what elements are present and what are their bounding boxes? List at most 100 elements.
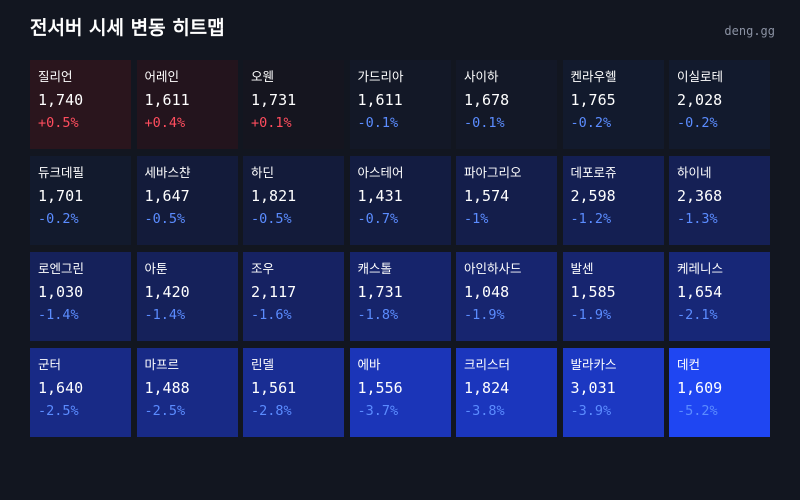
server-price: 1,678 <box>464 91 510 109</box>
server-price: 1,640 <box>38 379 84 397</box>
price-change: -1.9% <box>464 307 505 323</box>
server-cell[interactable]: 가드리아 1,611 -0.1% <box>349 60 451 149</box>
server-price: 1,556 <box>357 379 403 397</box>
server-name: 듀크데필 <box>38 165 85 180</box>
server-price: 1,030 <box>38 283 84 301</box>
server-price: 1,765 <box>570 91 616 109</box>
server-name: 하이네 <box>677 165 712 180</box>
server-price: 1,574 <box>464 187 510 205</box>
price-change: -0.2% <box>570 115 612 131</box>
server-name: 가드리아 <box>357 69 404 84</box>
server-cell[interactable]: 로엔그린 1,030 -1.4% <box>30 252 131 341</box>
server-name: 하딘 <box>251 165 275 180</box>
server-cell[interactable]: 크리스터 1,824 -3.8% <box>456 348 557 437</box>
server-cell[interactable]: 마프르 1,488 -2.5% <box>136 348 238 437</box>
server-price: 1,048 <box>464 283 510 301</box>
server-cell[interactable]: 아인하사드 1,048 -1.9% <box>456 252 557 341</box>
server-price: 2,117 <box>251 283 297 301</box>
server-name: 켄라우헬 <box>570 69 617 84</box>
server-cell[interactable]: 캐스톨 1,731 -1.8% <box>349 252 451 341</box>
price-change: -0.2% <box>38 211 79 227</box>
server-cell[interactable]: 하딘 1,821 -0.5% <box>243 156 344 245</box>
server-name: 질리언 <box>38 69 73 84</box>
server-name: 아스테어 <box>357 165 404 180</box>
server-price: 1,824 <box>464 379 510 397</box>
server-price: 1,731 <box>357 283 403 301</box>
server-name: 파아그리오 <box>464 165 522 180</box>
price-change: -0.1% <box>357 115 399 131</box>
price-change: -0.5% <box>144 211 186 227</box>
server-price: 1,585 <box>570 283 616 301</box>
price-change: -1.4% <box>38 307 79 323</box>
server-name: 데컨 <box>677 357 701 372</box>
server-name: 캐스톨 <box>357 261 393 276</box>
server-cell[interactable]: 발라카스 3,031 -3.9% <box>562 348 664 437</box>
server-price: 1,609 <box>677 379 723 397</box>
server-cell[interactable]: 파아그리오 1,574 -1% <box>456 156 557 245</box>
server-name: 린델 <box>251 357 275 372</box>
server-cell[interactable]: 하이네 2,368 -1.3% <box>669 156 770 245</box>
server-price: 3,031 <box>570 379 616 397</box>
server-name: 발라카스 <box>570 357 617 372</box>
server-price: 2,598 <box>570 187 616 205</box>
server-name: 이실로테 <box>677 69 724 84</box>
server-name: 발센 <box>570 261 594 276</box>
server-cell[interactable]: 듀크데필 1,701 -0.2% <box>30 156 131 245</box>
server-price: 1,561 <box>251 379 297 397</box>
server-cell[interactable]: 데컨 1,609 -5.2% <box>669 348 770 437</box>
server-price: 1,611 <box>144 91 190 109</box>
server-price: 1,654 <box>677 283 723 301</box>
server-price: 1,611 <box>357 91 403 109</box>
price-change: -0.7% <box>357 211 399 227</box>
price-change: -3.9% <box>570 403 612 419</box>
price-change: -3.8% <box>464 403 505 419</box>
source-label: deng.gg <box>724 24 775 38</box>
price-change: -0.2% <box>677 115 718 131</box>
price-change: +0.4% <box>144 115 186 131</box>
server-name: 로엔그린 <box>38 261 85 276</box>
server-price: 1,701 <box>38 187 84 205</box>
server-cell[interactable]: 켄라우헬 1,765 -0.2% <box>562 60 664 149</box>
price-change: -2.5% <box>38 403 79 419</box>
price-change: -5.2% <box>677 403 718 419</box>
server-cell[interactable]: 에바 1,556 -3.7% <box>349 348 451 437</box>
server-cell[interactable]: 오웬 1,731 +0.1% <box>243 60 344 149</box>
price-change: -0.1% <box>464 115 505 131</box>
server-cell[interactable]: 린델 1,561 -2.8% <box>243 348 344 437</box>
server-name: 데포로쥬 <box>570 165 617 180</box>
server-cell[interactable]: 조우 2,117 -1.6% <box>243 252 344 341</box>
server-name: 마프르 <box>144 357 180 372</box>
server-cell[interactable]: 사이하 1,678 -0.1% <box>456 60 557 149</box>
price-change: -1% <box>464 211 489 227</box>
server-name: 아툰 <box>144 261 168 276</box>
server-price: 2,368 <box>677 187 723 205</box>
price-change: +0.5% <box>38 115 79 131</box>
server-name: 크리스터 <box>464 357 511 372</box>
server-cell[interactable]: 발센 1,585 -1.9% <box>562 252 664 341</box>
server-cell[interactable]: 케레니스 1,654 -2.1% <box>669 252 770 341</box>
server-price: 2,028 <box>677 91 723 109</box>
server-cell[interactable]: 데포로쥬 2,598 -1.2% <box>562 156 664 245</box>
server-name: 조우 <box>251 261 275 276</box>
price-change: -1.6% <box>251 307 292 323</box>
server-cell[interactable]: 아툰 1,420 -1.4% <box>136 252 238 341</box>
server-price: 1,647 <box>144 187 190 205</box>
heatmap-grid: 질리언 1,740 +0.5% 어레인 1,611 +0.4% 오웬 1,731 +0.1% 가드… <box>30 60 770 440</box>
server-cell[interactable]: 세바스챤 1,647 -0.5% <box>136 156 238 245</box>
price-change: -1.3% <box>677 211 718 227</box>
price-change: -2.1% <box>677 307 718 323</box>
server-name: 에바 <box>357 357 381 372</box>
server-price: 1,821 <box>251 187 297 205</box>
server-cell[interactable]: 어레인 1,611 +0.4% <box>136 60 238 149</box>
server-cell[interactable]: 질리언 1,740 +0.5% <box>30 60 131 149</box>
server-name: 오웬 <box>251 69 275 84</box>
server-name: 사이하 <box>464 69 499 84</box>
price-change: -1.2% <box>570 211 612 227</box>
server-cell[interactable]: 군터 1,640 -2.5% <box>30 348 131 437</box>
price-change: -1.9% <box>570 307 612 323</box>
server-cell[interactable]: 아스테어 1,431 -0.7% <box>349 156 451 245</box>
server-price: 1,488 <box>144 379 190 397</box>
server-cell[interactable]: 이실로테 2,028 -0.2% <box>669 60 770 149</box>
server-price: 1,731 <box>251 91 297 109</box>
price-change: -2.5% <box>144 403 186 419</box>
